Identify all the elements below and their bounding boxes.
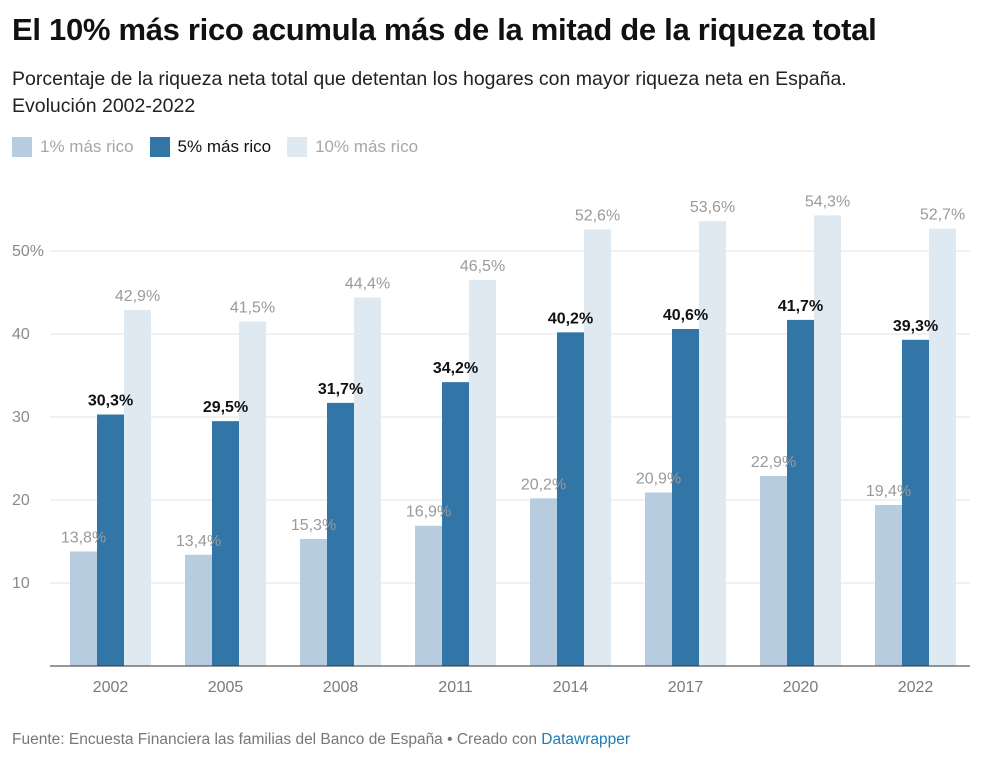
value-label-2022-series-2: 39,3% [893, 318, 938, 335]
subtitle-line-1: Porcentaje de la riqueza neta total que … [12, 68, 847, 90]
source-note: Fuente: Encuesta Financiera las familias… [12, 731, 542, 748]
legend-item-top-1[interactable]: 1% más rico [12, 137, 134, 157]
value-label-2022-series-1: 19,4% [866, 483, 911, 500]
value-label-2005-series-1: 13,4% [176, 533, 221, 550]
bar-chart: 10 20 30 40 50% 2002 2005 2008 2011 2014 2017 2020 2… [12, 193, 970, 696]
legend-label-top-1: 1% más rico [40, 137, 134, 156]
legend-label-top-5: 5% más rico [177, 137, 272, 156]
bar-2011-series-1 [415, 525, 442, 666]
datawrapper-link[interactable]: Datawrapper [541, 731, 631, 748]
legend-swatch-top-1 [12, 137, 32, 157]
bar-2022-series-2 [902, 339, 929, 666]
chart-legend: 1% más rico 5% más rico 10% más rico [12, 134, 418, 160]
x-tick-label-2020: 2020 [783, 679, 819, 696]
bar-2017-series-3 [699, 221, 726, 666]
value-label-2011-series-3: 46,5% [460, 258, 505, 275]
value-label-2014-series-2: 40,2% [548, 310, 593, 327]
value-label-2017-series-1: 20,9% [636, 471, 681, 488]
bar-2008-series-3 [354, 297, 381, 666]
value-label-2020-series-1: 22,9% [751, 454, 796, 471]
value-label-2014-series-3: 52,6% [575, 207, 620, 224]
x-tick-label-2017: 2017 [668, 679, 704, 696]
value-label-2008-series-1: 15,3% [291, 517, 336, 534]
value-label-2022-series-3: 52,7% [920, 207, 965, 224]
bar-2005-series-2 [212, 421, 239, 666]
value-label-2020-series-2: 41,7% [778, 298, 823, 315]
value-label-2002-series-3: 42,9% [115, 288, 160, 305]
chart-subtitle: Porcentaje de la riqueza neta total que … [12, 66, 972, 120]
value-label-2017-series-3: 53,6% [690, 199, 735, 216]
y-tick-label-10: 10 [12, 575, 30, 592]
bar-2014-series-2 [557, 332, 584, 666]
value-label-2005-series-2: 29,5% [203, 399, 248, 416]
chart-footer: Fuente: Encuesta Financiera las familias… [12, 731, 630, 749]
value-label-2008-series-3: 44,4% [345, 275, 390, 292]
bar-2020-series-1 [760, 475, 787, 666]
bar-2005-series-3 [239, 321, 266, 666]
value-label-2014-series-1: 20,2% [521, 476, 566, 493]
bar-2011-series-3 [469, 280, 496, 666]
subtitle-line-2: Evolución 2002-2022 [12, 95, 196, 117]
bar-2020-series-3 [814, 215, 841, 666]
x-tick-label-2005: 2005 [208, 679, 244, 696]
y-tick-label-20: 20 [12, 492, 30, 509]
legend-label-top-10: 10% más rico [315, 137, 419, 156]
bar-2014-series-3 [584, 229, 611, 667]
bar-2017-series-1 [645, 492, 672, 666]
y-tick-label-30: 30 [12, 409, 30, 426]
value-label-2002-series-1: 13,8% [61, 529, 106, 546]
x-tick-label-2008: 2008 [323, 679, 359, 696]
bar-2002-series-2 [97, 414, 124, 666]
y-tick-label-40: 40 [12, 326, 30, 343]
bar-2005-series-1 [185, 554, 212, 666]
bar-2008-series-2 [327, 402, 354, 666]
legend-swatch-top-10 [287, 137, 308, 157]
bar-2008-series-1 [300, 539, 327, 666]
bar-2014-series-1 [530, 498, 557, 666]
value-label-2002-series-2: 30,3% [88, 393, 133, 410]
chart-title: El 10% más rico acumula más de la mitad … [12, 12, 877, 47]
bar-2022-series-3 [929, 228, 956, 666]
value-label-2011-series-2: 34,2% [433, 360, 478, 377]
value-label-2020-series-3: 54,3% [805, 193, 850, 210]
x-tick-label-2011: 2011 [438, 679, 473, 696]
y-tick-label-50: 50% [12, 243, 44, 260]
legend-swatch-top-5 [149, 137, 170, 157]
bar-2022-series-1 [875, 504, 902, 666]
bar-2011-series-2 [442, 382, 469, 666]
bar-2017-series-2 [672, 329, 699, 666]
legend-item-top-10[interactable]: 10% más rico [287, 137, 418, 157]
value-label-2008-series-2: 31,7% [318, 381, 363, 398]
bar-2002-series-3 [124, 309, 151, 666]
x-tick-label-2014: 2014 [553, 679, 589, 696]
value-label-2017-series-2: 40,6% [663, 307, 708, 324]
x-tick-label-2002: 2002 [93, 679, 129, 696]
legend-item-top-5[interactable]: 5% más rico [149, 137, 272, 157]
bar-2002-series-1 [70, 551, 97, 666]
bar-2020-series-2 [787, 319, 814, 666]
value-label-2011-series-1: 16,9% [406, 504, 451, 521]
value-label-2005-series-3: 41,5% [230, 300, 275, 317]
x-tick-label-2022: 2022 [898, 679, 934, 696]
